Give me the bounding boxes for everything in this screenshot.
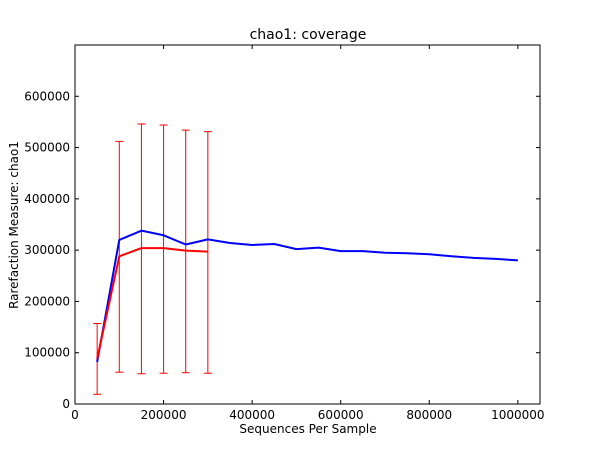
- series-line-1: [96, 247, 208, 360]
- y-tick-label-1: 100000: [24, 346, 70, 360]
- x-tick-label-1: 200000: [141, 408, 187, 422]
- x-tick-label-3: 600000: [318, 408, 364, 422]
- y-tick-label-6: 600000: [24, 89, 70, 103]
- axis-ticks: 0 200000 400000 600000 800000 1000000 0 100000 2…: [24, 45, 545, 422]
- y-tick-label-2: 200000: [24, 294, 70, 308]
- y-tick-label-5: 500000: [24, 141, 70, 155]
- y-tick-label-0: 0: [62, 397, 70, 411]
- plot-area: [93, 123, 518, 395]
- chart-title: chao1: coverage: [250, 27, 367, 43]
- x-tick-label-4: 800000: [406, 408, 452, 422]
- y-axis-label: Rarefaction Measure: chao1: [7, 141, 21, 309]
- x-tick-label-2: 400000: [229, 408, 275, 422]
- plot-frame: [74, 44, 541, 405]
- x-tick-label-5: 1000000: [491, 408, 544, 422]
- x-tick-label-0: 0: [71, 408, 79, 422]
- series-line-0: [96, 229, 518, 363]
- x-axis-label: Sequences Per Sample: [239, 422, 376, 436]
- y-tick-label-4: 400000: [24, 192, 70, 206]
- y-tick-label-3: 300000: [24, 243, 70, 257]
